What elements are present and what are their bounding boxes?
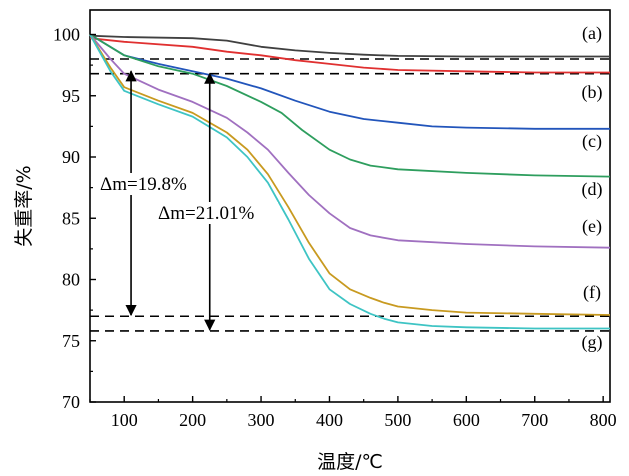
y-axis-label: 失重率/% [13, 165, 35, 246]
series-label: (c) [582, 131, 602, 152]
series-label: (d) [582, 179, 603, 200]
annotation-bg [98, 173, 202, 195]
series-line-d [89, 33, 611, 178]
y-tick-label: 85 [62, 208, 80, 228]
y-tick-label: 75 [62, 331, 80, 351]
y-tick-label: 80 [62, 270, 80, 290]
annotation-bg [156, 202, 278, 224]
series-line-f [89, 34, 611, 316]
delta-annotation: Δm=21.01% [158, 203, 254, 224]
x-tick-label: 200 [179, 410, 206, 430]
plot-frame [89, 9, 611, 403]
series-line-c [89, 33, 610, 130]
series-label: (g) [582, 332, 603, 353]
y-tick-label: 90 [62, 147, 80, 167]
y-tick-label: 70 [62, 392, 80, 412]
series-label: (f) [583, 282, 601, 303]
series-line-a [89, 34, 610, 58]
series-line-b [89, 37, 610, 74]
y-tick-label: 100 [53, 25, 80, 45]
x-tick-label: 300 [248, 410, 275, 430]
x-tick-label: 800 [590, 410, 617, 430]
series-lines [89, 33, 611, 330]
x-tick-label: 600 [453, 410, 480, 430]
x-tick-label: 500 [384, 410, 411, 430]
reference-lines [90, 58, 610, 332]
delta-annotation: Δm=19.8% [100, 174, 187, 195]
x-tick-label: 400 [316, 410, 343, 430]
x-axis-label: 温度/℃ [317, 451, 383, 473]
x-axis-ticks: 100 200 300 400 500 600 700 800 [89, 396, 617, 430]
y-axis-ticks: 70 75 80 85 90 95 100 [53, 25, 96, 412]
x-tick-label: 700 [521, 410, 548, 430]
x-tick-label: 100 [111, 410, 138, 430]
series-label: (e) [582, 216, 602, 237]
series-line-g [89, 34, 610, 330]
y-tick-label: 95 [62, 86, 80, 106]
series-line-e [89, 33, 611, 249]
series-label: (a) [582, 23, 602, 44]
series-label: (b) [582, 82, 603, 103]
series-labels: (a) (b) (c) (d) (e) (f) (g) [582, 23, 603, 353]
annotations: Δm=19.8% Δm=21.01% [98, 70, 278, 331]
